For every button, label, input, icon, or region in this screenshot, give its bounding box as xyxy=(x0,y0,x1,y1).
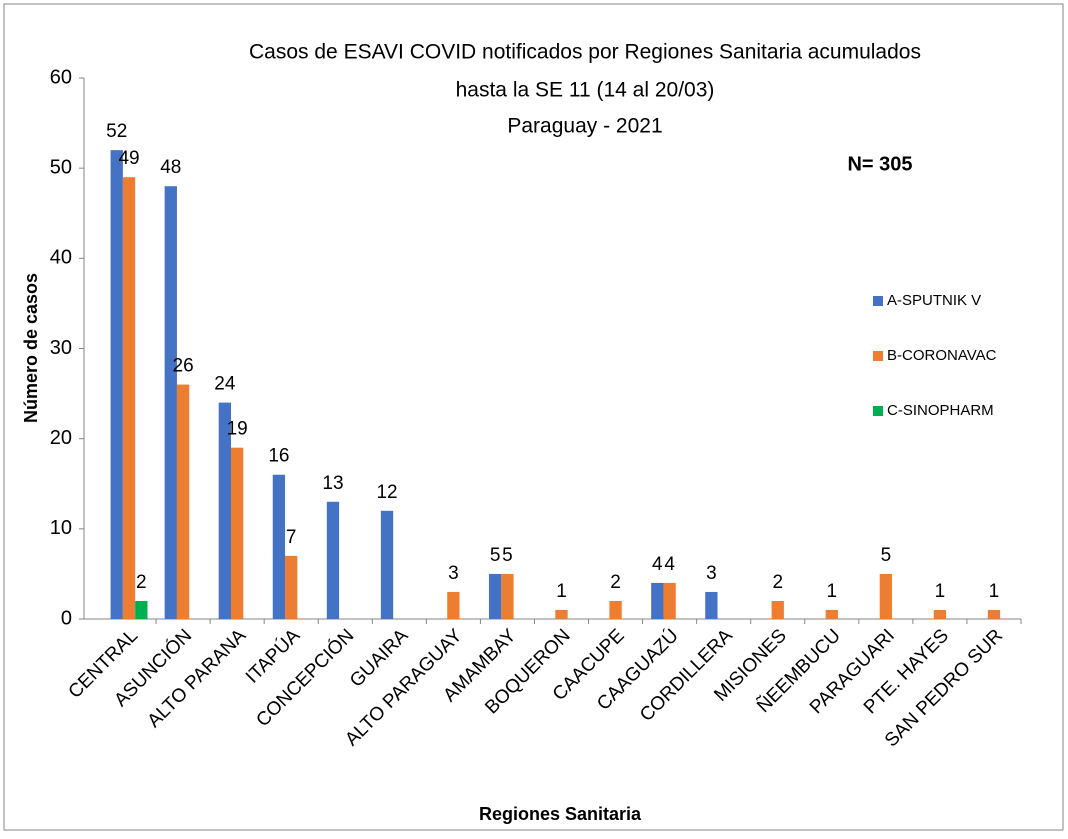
data-label: 24 xyxy=(214,374,236,395)
bar xyxy=(230,447,244,619)
y-tick-label: 40 xyxy=(50,247,72,269)
annotation: N= 305 xyxy=(847,153,912,175)
bar xyxy=(326,501,340,619)
data-label: 16 xyxy=(268,446,289,467)
data-label: 2 xyxy=(610,572,621,593)
data-label: 1 xyxy=(935,581,946,602)
data-label: 2 xyxy=(772,572,783,593)
legend-label: B-CORONAVAC xyxy=(887,347,997,364)
bar xyxy=(651,582,664,619)
bar xyxy=(987,609,1001,619)
data-label: 5 xyxy=(881,545,892,566)
data-label: 5 xyxy=(502,545,513,566)
bar xyxy=(488,573,502,619)
bar xyxy=(122,177,136,619)
bar xyxy=(380,510,394,619)
legend-swatch xyxy=(873,296,883,306)
data-label: 3 xyxy=(448,563,459,584)
y-tick-label: 60 xyxy=(50,66,72,88)
y-tick-label: 30 xyxy=(50,337,72,359)
data-label: 26 xyxy=(173,356,194,377)
y-tick-label: 20 xyxy=(50,427,72,449)
data-label: 13 xyxy=(322,473,343,494)
data-label: 2 xyxy=(136,572,147,593)
y-tick-label: 50 xyxy=(50,156,72,178)
data-label: 49 xyxy=(118,148,139,169)
data-label: 52 xyxy=(106,121,127,142)
bar xyxy=(555,609,568,619)
bar xyxy=(218,402,231,619)
bar xyxy=(176,384,190,619)
bar xyxy=(164,186,177,619)
bar xyxy=(501,573,514,619)
bar xyxy=(609,600,622,619)
data-label: 1 xyxy=(989,581,1000,602)
data-label: 48 xyxy=(160,157,181,178)
data-label: 4 xyxy=(652,554,663,575)
legend-swatch xyxy=(873,406,883,416)
data-label: 3 xyxy=(706,563,717,584)
y-tick-label: 0 xyxy=(61,607,72,629)
legend-swatch xyxy=(873,351,883,361)
data-label: 19 xyxy=(227,419,248,440)
data-label: 5 xyxy=(490,545,501,566)
bar xyxy=(825,609,838,619)
legend-label: C-SINOPHARM xyxy=(887,402,994,419)
bar xyxy=(933,609,947,619)
data-label: 4 xyxy=(664,554,675,575)
y-tick-label: 10 xyxy=(50,517,72,539)
bar xyxy=(447,591,460,619)
data-label: 1 xyxy=(556,581,567,602)
chart-title: Paraguay - 2021 xyxy=(507,115,662,138)
data-label: 7 xyxy=(286,527,297,548)
legend-label: A-SPUTNIK V xyxy=(887,292,981,309)
chart-title: hasta la SE 11 (14 al 20/03) xyxy=(456,79,715,102)
chart-title: Casos de ESAVI COVID notificados por Reg… xyxy=(249,41,921,64)
y-axis-title: Número de casos xyxy=(21,273,41,423)
data-label: 12 xyxy=(376,482,397,503)
bar xyxy=(285,555,298,619)
x-axis-title: Regiones Sanitaria xyxy=(479,804,642,824)
bar xyxy=(272,474,286,619)
bar xyxy=(663,582,676,619)
bar xyxy=(771,600,784,619)
bar xyxy=(110,150,123,619)
bar xyxy=(705,591,718,619)
bar xyxy=(135,600,148,619)
bar xyxy=(879,573,893,619)
data-label: 1 xyxy=(827,581,838,602)
